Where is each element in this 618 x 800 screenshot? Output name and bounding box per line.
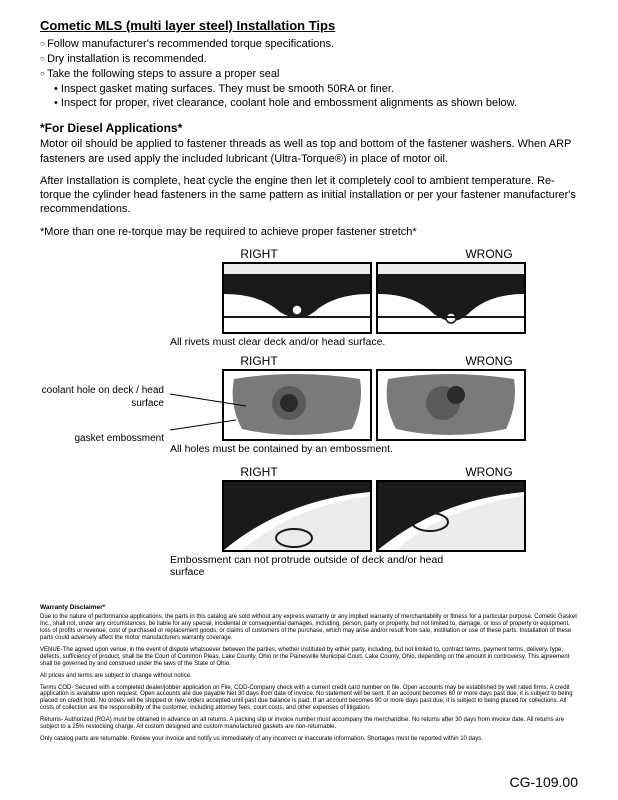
sub-bullet-1-text: Inspect gasket mating surfaces. They mus…	[61, 83, 394, 95]
side-labels: coolant hole on deck / head surface gask…	[40, 354, 170, 445]
diagram-section: RIGHT WRONG All rivets	[40, 247, 578, 578]
row1-head: RIGHT WRONG	[170, 247, 578, 261]
bullet-1-text: Follow manufacturer's recommended torque…	[47, 38, 334, 50]
diagram-hole-wrong	[376, 369, 526, 441]
disclaimer-p3: All prices and terms are subject to chan…	[40, 673, 578, 680]
disclaimer-p1: Due to the nature of performance applica…	[40, 614, 578, 642]
disclaimer-p6: Only catalog parts are returnable. Revie…	[40, 736, 578, 743]
diagram-emboss-right	[222, 480, 372, 552]
diesel-p2: After Installation is complete, heat cyc…	[40, 174, 578, 217]
diesel-heading: *For Diesel Applications*	[40, 121, 578, 135]
wrong-label-3: WRONG	[414, 465, 564, 479]
diagram-rivet-wrong	[376, 262, 526, 334]
caption-3: Embossment can not protrude outside of d…	[170, 554, 470, 578]
document-number: CG-109.00	[510, 774, 578, 790]
sub-bullet-2-text: Inspect for proper, rivet clearance, coo…	[61, 97, 517, 109]
bullet-3: Take the following steps to assure a pro…	[40, 67, 578, 82]
right-label-1: RIGHT	[184, 247, 334, 261]
bullet-2: Dry installation is recommended.	[40, 52, 578, 67]
page-title: Cometic MLS (multi layer steel) Installa…	[40, 18, 578, 33]
disclaimer-p5: Returns- Authorized (RGA) must be obtain…	[40, 717, 578, 731]
wrong-label-2: WRONG	[414, 354, 564, 368]
diagram-rivet-right	[222, 262, 372, 334]
bullet-list: Follow manufacturer's recommended torque…	[40, 37, 578, 111]
diesel-p3: *More than one re-torque may be required…	[40, 225, 578, 239]
sub-bullet-1: Inspect gasket mating surfaces. They mus…	[40, 82, 578, 97]
wrong-label-1: WRONG	[414, 247, 564, 261]
row3-head: RIGHT WRONG	[170, 465, 578, 479]
coolant-label: coolant hole on deck / head surface	[40, 384, 164, 410]
right-label-3: RIGHT	[184, 465, 334, 479]
disclaimer-block: Warranty Disclaimer* Due to the nature o…	[40, 604, 578, 743]
bullet-2-text: Dry installation is recommended.	[47, 53, 207, 65]
emboss-label: gasket embossment	[40, 432, 164, 445]
caption-1: All rivets must clear deck and/or head s…	[170, 336, 578, 348]
diagram-hole-right	[222, 369, 372, 441]
diesel-p1: Motor oil should be applied to fastener …	[40, 137, 578, 166]
right-label-2: RIGHT	[184, 354, 334, 368]
caption-2: All holes must be contained by an emboss…	[170, 443, 578, 455]
disclaimer-p2: VENUE-The agreed upon venue, in the even…	[40, 647, 578, 668]
disclaimer-head: Warranty Disclaimer*	[40, 604, 578, 611]
diagram-emboss-wrong	[376, 480, 526, 552]
row2-head: RIGHT WRONG	[170, 354, 578, 368]
sub-bullet-2: Inspect for proper, rivet clearance, coo…	[40, 96, 578, 111]
disclaimer-p4: Terms COD- Secured with a completed deal…	[40, 685, 578, 713]
bullet-1: Follow manufacturer's recommended torque…	[40, 37, 578, 52]
bullet-3-text: Take the following steps to assure a pro…	[47, 68, 279, 80]
